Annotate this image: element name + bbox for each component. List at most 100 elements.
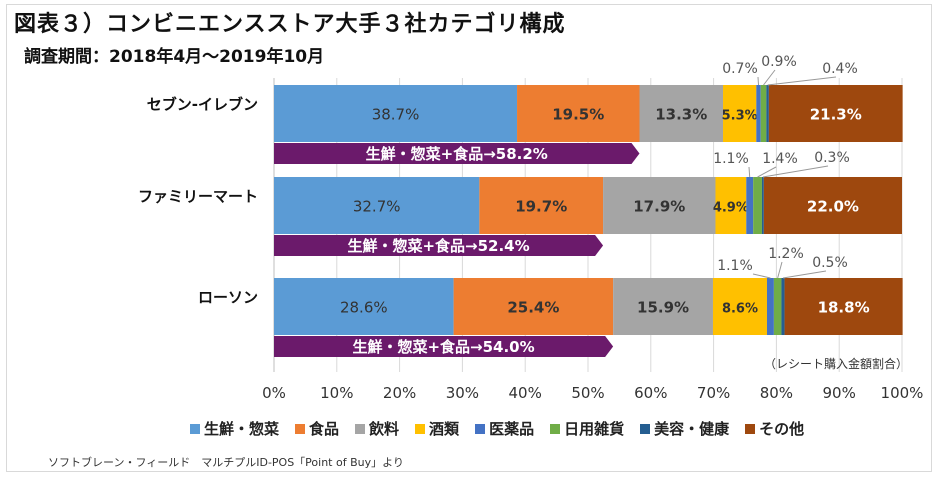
x-tick-label: 90%: [823, 384, 856, 402]
x-tick-label: 10%: [320, 384, 353, 402]
data-label: 18.8%: [818, 299, 870, 317]
legend-item: 生鮮・惣菜: [190, 418, 279, 439]
leader-line: [767, 76, 837, 86]
x-tick-label: 100%: [881, 384, 924, 402]
annotation-arrow: [274, 143, 640, 164]
data-label: 19.5%: [552, 106, 604, 124]
bar-6-0: [766, 85, 769, 142]
bar-3-2: [712, 278, 767, 335]
legend-item: その他: [745, 418, 804, 439]
source-note: ソフトブレーン・フィールド マルチプルID-POS「Point of Buy」よ…: [48, 456, 404, 469]
bar-2-0: [639, 85, 724, 142]
leader-line: [748, 166, 751, 178]
bar-6-2: [781, 278, 785, 335]
legend-swatch: [355, 423, 366, 434]
legend-label: 医薬品: [489, 420, 535, 438]
annotation-arrow: [274, 235, 604, 256]
annotation-text: 生鮮・惣菜+食品→58.2%: [366, 145, 548, 163]
annotation-arrow: [274, 336, 614, 357]
data-label: 17.9%: [633, 198, 685, 216]
legend-label: 食品: [309, 420, 340, 438]
annotation-text: 生鮮・惣菜+食品→54.0%: [352, 338, 534, 356]
bar-2-1: [603, 177, 716, 234]
x-tick-label: 60%: [634, 384, 667, 402]
leader-line: [757, 166, 777, 178]
legend-swatch: [475, 423, 486, 434]
small-data-label: 1.1%: [713, 151, 749, 167]
legend-item: 日用雑貨: [550, 418, 624, 439]
x-tick-label: 0%: [262, 384, 286, 402]
x-tick-label: 80%: [760, 384, 793, 402]
bar-7-0: [768, 85, 903, 142]
data-label: 28.6%: [340, 299, 388, 317]
legend-label: 日用雑貨: [564, 420, 625, 438]
legend-swatch: [415, 423, 426, 434]
small-data-label: 0.5%: [812, 255, 848, 271]
bar-0-0: [274, 85, 518, 142]
small-data-label: 0.7%: [722, 61, 758, 77]
bar-5-2: [773, 278, 782, 335]
category-label: セブン-イレブン: [147, 96, 258, 114]
legend-label: 酒類: [429, 420, 460, 438]
x-tick-label: 70%: [697, 384, 730, 402]
chart-title: 図表３）コンビニエンスストア大手３社カテゴリ構成: [14, 12, 566, 37]
unit-note: （レシート購入金額割合）: [764, 357, 909, 371]
x-tick-label: 20%: [383, 384, 416, 402]
x-tick-label: 30%: [446, 384, 479, 402]
small-data-label: 0.9%: [761, 54, 797, 70]
bar-3-1: [715, 177, 747, 234]
small-data-label: 1.4%: [762, 151, 798, 167]
legend-swatch: [745, 423, 756, 434]
legend-label: 生鮮・惣菜: [204, 420, 280, 438]
bar-1-1: [479, 177, 604, 234]
data-label: 4.9%: [713, 201, 749, 216]
bar-6-1: [761, 177, 764, 234]
legend-item: 医薬品: [475, 418, 534, 439]
bar-4-2: [766, 278, 774, 335]
legend-label: その他: [759, 420, 805, 438]
data-label: 38.7%: [372, 106, 420, 124]
data-label: 32.7%: [353, 198, 401, 216]
legend-label: 飲料: [369, 420, 400, 438]
bar-1-0: [517, 85, 640, 142]
legend-swatch: [550, 423, 561, 434]
data-label: 15.9%: [637, 299, 689, 317]
legend-label: 美容・健康: [654, 420, 730, 438]
leader-line: [763, 69, 776, 86]
small-data-label: 0.4%: [822, 61, 858, 77]
legend-swatch: [640, 423, 651, 434]
annotation-text: 生鮮・惣菜+食品→52.4%: [347, 237, 529, 255]
legend-item: 食品: [295, 418, 339, 439]
bar-0-1: [274, 177, 480, 234]
bar-1-2: [453, 278, 614, 335]
bar-0-2: [274, 278, 454, 335]
data-label: 5.3%: [722, 109, 758, 124]
data-label: 22.0%: [807, 198, 859, 216]
leader-line: [757, 76, 760, 86]
legend-swatch: [295, 423, 306, 434]
chart-subtitle: 調査期間：2018年4月～2019年10月: [24, 47, 325, 67]
leader-line: [777, 261, 783, 279]
bar-3-0: [723, 85, 757, 142]
data-label: 25.4%: [507, 299, 559, 317]
leader-line: [762, 165, 829, 178]
legend-swatch: [190, 423, 200, 434]
data-label: 21.3%: [810, 106, 862, 124]
legend-item: 酒類: [415, 418, 459, 439]
bar-7-2: [784, 278, 903, 335]
small-data-label: 0.3%: [814, 150, 850, 166]
bar-7-1: [763, 177, 902, 234]
x-tick-label: 50%: [571, 384, 604, 402]
small-data-label: 1.2%: [768, 246, 804, 262]
legend-item: 美容・健康: [640, 418, 729, 439]
bar-2-2: [613, 278, 713, 335]
bar-5-1: [753, 177, 762, 234]
leader-line: [782, 270, 827, 279]
legend-item: 飲料: [355, 418, 399, 439]
x-tick-label: 40%: [509, 384, 542, 402]
chart-frame: [6, 4, 932, 472]
bar-4-0: [756, 85, 761, 142]
leader-line: [752, 273, 771, 279]
small-data-label: 1.1%: [717, 258, 753, 274]
